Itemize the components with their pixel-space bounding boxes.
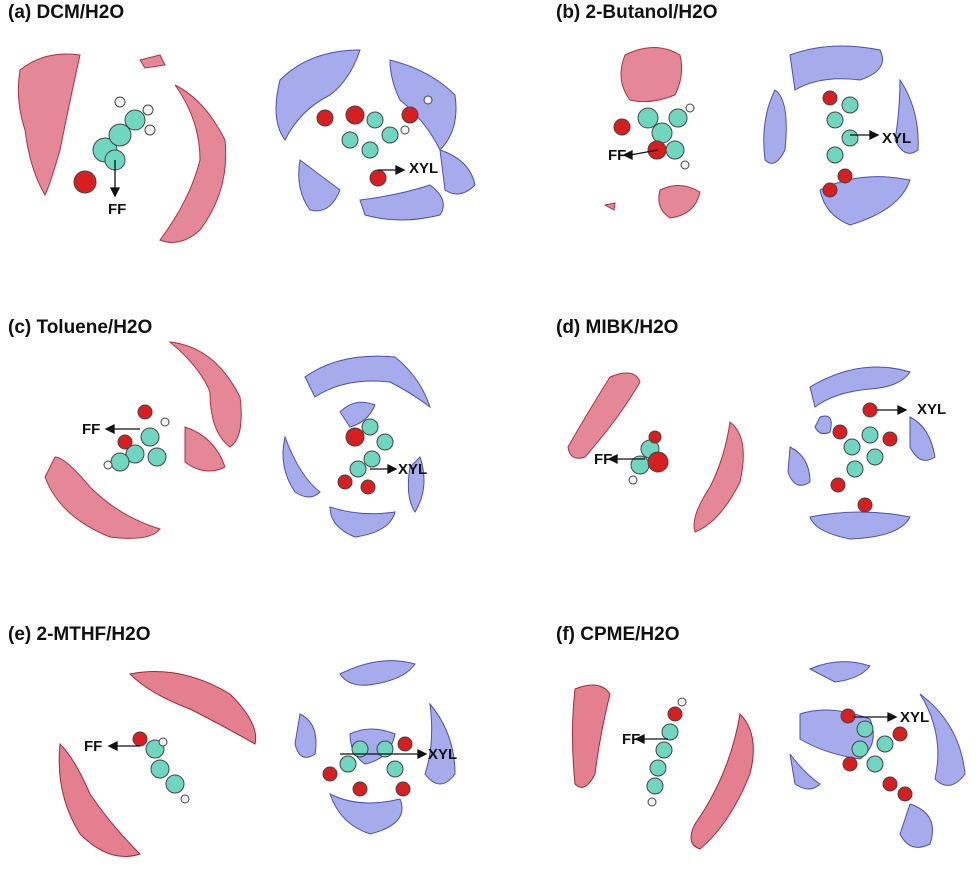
panel-title: (d) MIBK/H2O: [556, 317, 679, 338]
ff-molecule: [646, 697, 687, 807]
xyl-isosurface: [294, 660, 456, 835]
xyl-molecule: [840, 708, 913, 802]
ff-isosurface: [572, 684, 754, 850]
ff-label: FF: [622, 731, 641, 748]
panel-title: (a) DCM/H2O: [8, 2, 125, 23]
label-arrows: [634, 711, 898, 745]
xyl-isosurface: [282, 355, 431, 538]
panel-f-graphic: [572, 661, 966, 850]
ff-molecule: [628, 430, 669, 485]
xyl-molecule: [830, 402, 898, 513]
ff-label: FF: [108, 201, 127, 218]
ff-label: FF: [608, 147, 627, 164]
xyl-label: XYL: [900, 709, 930, 726]
xyl-label: XYL: [882, 130, 912, 147]
xyl-molecule: [822, 90, 859, 198]
ff-isosurface: [44, 341, 242, 539]
ff-molecule: [73, 96, 156, 194]
panel-title: (b) 2-Butanol/H2O: [556, 2, 718, 23]
panel-e: (e) 2-MTHF/H2O: [0, 594, 489, 891]
ff-molecule: [132, 731, 190, 804]
panel-d-graphic: [567, 366, 936, 540]
xyl-isosurface: [763, 45, 919, 226]
panel-title: (c) Toluene/H2O: [8, 317, 153, 338]
xyl-label: XYL: [409, 160, 439, 177]
label-arrows: [109, 160, 406, 198]
xyl-label: XYL: [398, 461, 428, 478]
xyl-label: XYL: [917, 401, 947, 418]
ff-molecule: [103, 404, 170, 472]
panel-c: (c) Toluene/H2O: [0, 297, 489, 594]
xyl-molecule: [316, 95, 433, 187]
xyl-isosurface: [789, 661, 966, 848]
xyl-molecule: [337, 418, 394, 495]
ff-isosurface: [17, 53, 227, 243]
panel-f: (f) CPME/H2O: [490, 594, 979, 891]
panel-e-graphic: [58, 660, 456, 857]
label-arrows: [622, 129, 880, 161]
ff-label: FF: [84, 738, 103, 755]
ff-label: FF: [594, 451, 613, 468]
ff-isosurface: [567, 372, 744, 533]
panel-d: (d) MIBK/H2O: [490, 297, 979, 594]
panel-a-graphic: [17, 49, 476, 243]
label-arrows: [107, 740, 428, 760]
label-arrows: [104, 423, 398, 475]
panel-b-graphic: [603, 45, 919, 226]
label-arrows: [607, 404, 908, 465]
xyl-isosurface: [787, 366, 936, 540]
ff-label: FF: [82, 421, 101, 438]
ff-isosurface: [58, 671, 257, 857]
xyl-label: XYL: [428, 746, 458, 763]
panel-c-graphic: [44, 341, 431, 539]
panel-b: (b) 2-Butanol/H2O: [490, 0, 979, 297]
panel-title: (e) 2-MTHF/H2O: [8, 624, 151, 645]
panel-a: (a) DCM/H2O: [0, 0, 489, 297]
ff-isosurface: [603, 47, 701, 219]
ff-molecule: [613, 103, 695, 170]
panel-title: (f) CPME/H2O: [556, 624, 680, 645]
xyl-molecule: [322, 736, 413, 797]
xyl-isosurface: [275, 49, 476, 221]
